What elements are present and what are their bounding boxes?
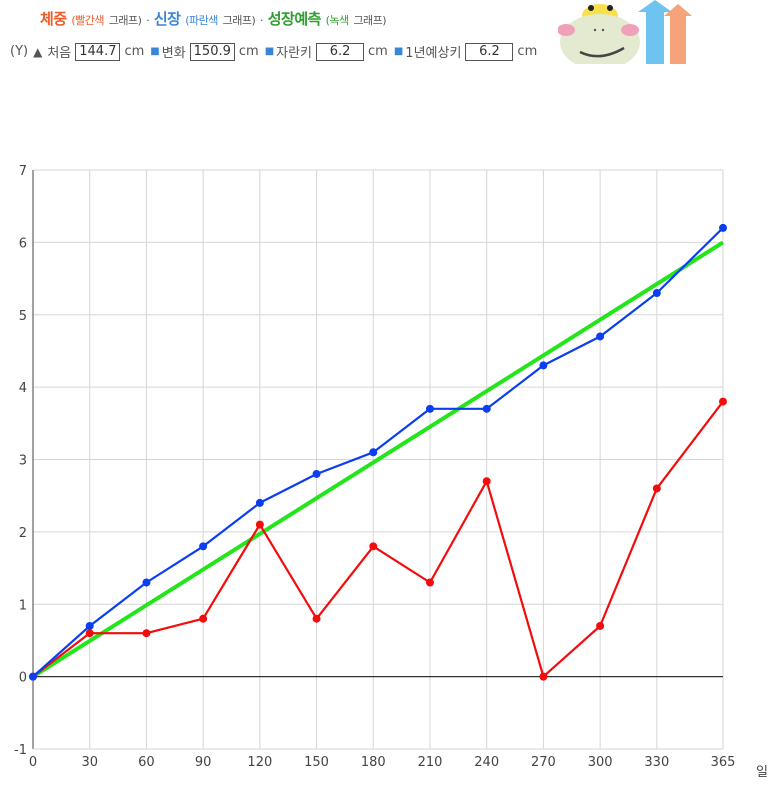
unit-label: cm bbox=[368, 44, 388, 59]
change-label: 변화 bbox=[161, 46, 186, 61]
x-tick-label: 365 bbox=[711, 755, 736, 770]
y-tick-label: 0 bbox=[19, 671, 27, 686]
data-point bbox=[482, 477, 491, 486]
weight-legend-note: (빨간색 bbox=[71, 14, 104, 27]
x-tick-label: 0 bbox=[29, 755, 37, 770]
grown-value-box: 6.2 bbox=[316, 42, 365, 61]
y-tick-label: 6 bbox=[19, 236, 27, 251]
y-tick-label: 1 bbox=[19, 598, 27, 613]
bullet-icon: ■ bbox=[264, 46, 275, 57]
unit-label: cm bbox=[517, 44, 538, 59]
y-tick-label: -1 bbox=[14, 743, 27, 758]
data-point bbox=[312, 469, 321, 478]
series-line-2 bbox=[31, 240, 725, 679]
data-point bbox=[85, 629, 94, 638]
unit-label: cm bbox=[124, 44, 145, 59]
legend-separator: · bbox=[146, 14, 150, 27]
y-tick-label: 3 bbox=[19, 454, 27, 469]
x-tick-label: 150 bbox=[304, 755, 329, 770]
change-value-box: 150.9 bbox=[189, 42, 235, 61]
grid bbox=[33, 169, 724, 749]
data-point bbox=[596, 332, 605, 341]
y-tick-label: 2 bbox=[19, 526, 27, 541]
data-point bbox=[652, 484, 661, 493]
data-point bbox=[539, 672, 548, 681]
x-tick-label: 30 bbox=[81, 755, 98, 770]
predict-label: 1년예상키 bbox=[405, 46, 462, 61]
bullet-icon: ■ bbox=[393, 46, 404, 57]
axes bbox=[32, 170, 723, 750]
predict-value-box: 6.2 bbox=[465, 42, 514, 61]
mascot-character-icon bbox=[558, 0, 692, 64]
first-value-box: 144.7 bbox=[75, 42, 121, 61]
y-tick-label: 7 bbox=[19, 164, 27, 179]
x-tick-label: 90 bbox=[195, 755, 212, 770]
tick-labels: 0 30 60 90 120 150 180 210 240 270 300 330 365-10123… bbox=[14, 164, 768, 780]
height-legend-note: (파란색 bbox=[185, 14, 218, 27]
y-prefix: (Y) bbox=[10, 44, 29, 59]
x-tick-label: 300 bbox=[588, 755, 613, 770]
data-point bbox=[369, 542, 378, 551]
weight-legend-label: 체중 bbox=[40, 10, 67, 28]
data-point bbox=[425, 404, 434, 413]
tree-up-icon: ▲ bbox=[33, 44, 43, 59]
data-point bbox=[539, 361, 548, 370]
data-point bbox=[199, 614, 208, 623]
grown-label: 자란키 bbox=[276, 46, 313, 61]
data-point bbox=[369, 448, 378, 457]
x-unit-label: 일 bbox=[756, 765, 768, 780]
x-tick-label: 240 bbox=[474, 755, 499, 770]
data-point bbox=[199, 542, 208, 551]
unit-label: cm bbox=[238, 44, 259, 59]
info-line: (Y) ▲ 처음 144.7 cm ■ 변화 150.9 cm ■ 자란키 6.… bbox=[10, 42, 537, 61]
growth-legend-note: (녹색 bbox=[325, 14, 350, 27]
x-tick-label: 180 bbox=[361, 755, 386, 770]
x-tick-label: 120 bbox=[247, 755, 272, 770]
data-point bbox=[596, 621, 605, 630]
y-tick-label: 4 bbox=[19, 381, 27, 396]
data-point bbox=[29, 672, 37, 681]
graph-word: 그래프) bbox=[222, 14, 256, 27]
series bbox=[29, 223, 727, 681]
data-point bbox=[719, 397, 727, 406]
bullet-icon: ■ bbox=[150, 46, 160, 57]
graph-word: 그래프) bbox=[108, 14, 142, 27]
growth-legend-label: 성장예측 bbox=[267, 10, 322, 28]
height-legend-label: 신장 bbox=[153, 10, 181, 28]
data-point bbox=[255, 520, 264, 529]
data-point bbox=[142, 629, 151, 638]
x-tick-label: 330 bbox=[644, 755, 669, 770]
x-tick-label: 210 bbox=[418, 755, 443, 770]
x-tick-label: 270 bbox=[531, 755, 556, 770]
graph-word: 그래프) bbox=[353, 14, 387, 27]
data-point bbox=[312, 614, 321, 623]
data-point bbox=[652, 289, 661, 298]
series-line-0 bbox=[32, 400, 724, 678]
data-point bbox=[482, 404, 491, 413]
first-label: 처음 bbox=[47, 46, 72, 61]
data-point bbox=[255, 498, 264, 507]
data-point bbox=[719, 223, 727, 232]
data-point bbox=[425, 578, 434, 587]
legend-separator: · bbox=[259, 14, 264, 27]
x-tick-label: 60 bbox=[138, 755, 155, 770]
data-point bbox=[85, 621, 94, 630]
y-tick-label: 5 bbox=[19, 309, 27, 324]
data-point bbox=[142, 578, 151, 587]
legend-line: 체중 (빨간색 그래프) · 신장 (파란색 그래프) · 성장예측 (녹색 그… bbox=[40, 8, 387, 29]
